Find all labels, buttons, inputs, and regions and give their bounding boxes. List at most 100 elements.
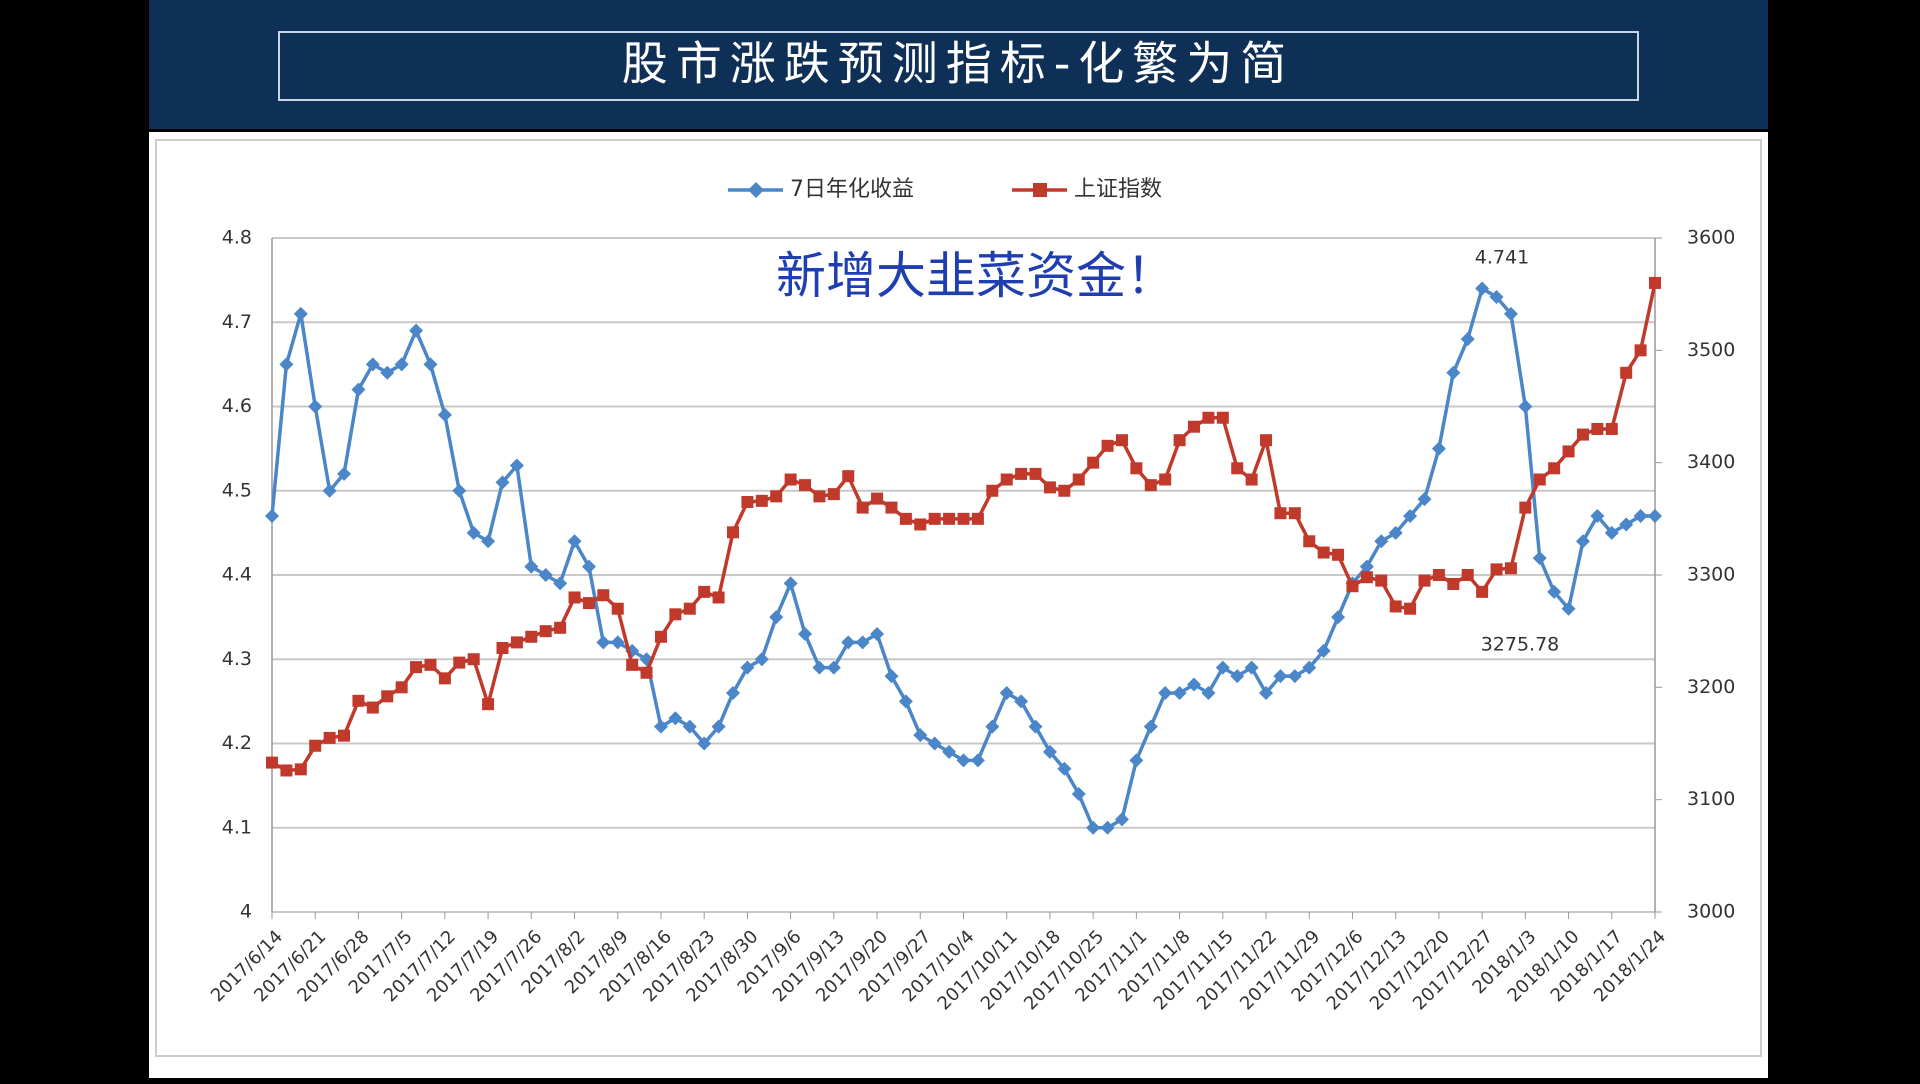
square-marker [323,731,336,744]
diamond-marker [1187,677,1201,692]
square-marker [842,470,855,483]
square-marker [1389,600,1402,613]
square-marker [1029,467,1042,480]
square-marker [1332,548,1345,561]
diamond-marker [380,365,395,380]
square-marker [626,658,639,671]
diamond-marker [337,466,352,481]
square-marker [1202,411,1215,424]
diamond-marker [1547,584,1562,599]
square-marker [669,608,682,621]
diamond-marker [466,525,481,540]
diamond-marker [711,719,726,734]
diamond-marker [1143,719,1158,734]
diamond-marker [1388,525,1403,540]
legend-marker [1033,183,1047,197]
y-tick-label: 4.1 [222,816,252,838]
square-marker [813,490,826,503]
chart-border [155,139,1762,1057]
diamond-marker [1114,812,1129,827]
square-marker [1144,479,1157,492]
diamond-marker [1489,289,1504,304]
y2-tick-label: 3200 [1687,676,1735,698]
diamond-marker [1403,509,1418,524]
square-marker [582,597,595,610]
diamond-marker [322,483,337,498]
diamond-marker [783,576,798,591]
square-marker [1418,574,1431,587]
y-tick-label: 4 [240,901,252,923]
square-marker [1101,439,1114,452]
diamond-marker [452,483,467,498]
square-marker [654,630,667,643]
diamond-marker [1259,685,1274,700]
diamond-marker [481,534,496,549]
square-marker [957,512,970,525]
square-marker [1476,585,1489,598]
square-marker [1576,428,1589,441]
square-marker [1000,473,1013,486]
diamond-marker [1273,669,1288,684]
square-marker [1216,411,1229,424]
square-marker [928,512,941,525]
title-box [278,31,1639,101]
diamond-marker [970,753,985,768]
square-marker [280,764,293,777]
square-marker [1260,434,1273,447]
square-marker [1375,574,1388,587]
square-marker [943,512,956,525]
square-marker [1303,535,1316,548]
square-marker [1490,563,1503,576]
square-marker [899,512,912,525]
square-marker [568,591,581,604]
diamond-marker [1201,685,1216,700]
diamond-marker [1071,787,1086,802]
square-marker [467,653,480,666]
legend-label: 7日年化收益 [790,177,914,202]
diamond-marker [1532,551,1547,566]
diamond-marker [437,407,452,422]
diamond-marker [1100,820,1115,835]
diamond-marker [365,357,380,372]
square-marker [1043,481,1056,494]
square-marker [1087,456,1100,469]
diamond-marker [1431,441,1446,456]
page-title: 股市涨跌预测指标-化繁为简 [622,37,1295,91]
y-tick-label: 4.4 [222,564,252,586]
square-marker [1562,445,1575,458]
square-marker [597,589,610,602]
square-marker [611,602,624,615]
square-marker [755,494,768,507]
diamond-marker [1619,517,1634,532]
diamond-marker [265,509,279,524]
square-marker [914,518,927,531]
annotation: 4.741 [1475,247,1529,269]
diamond-marker [841,635,856,650]
y-tick-label: 4.8 [222,227,252,249]
square-marker [683,602,696,615]
square-marker [496,642,509,655]
square-marker [1245,473,1258,486]
square-marker [410,661,423,674]
annotation: 新增大韭菜资金！ [776,247,1176,305]
square-marker [1548,462,1561,475]
square-marker [712,591,725,604]
square-marker [1130,462,1143,475]
square-marker [1649,276,1661,289]
square-marker [971,512,984,525]
square-marker [539,625,552,638]
diamond-marker [999,685,1014,700]
square-marker [1058,484,1071,497]
diamond-marker [596,635,611,650]
annotation: 3275.78 [1481,634,1560,656]
diamond-marker [1215,660,1230,675]
diamond-marker [826,660,841,675]
y2-tick-label: 3100 [1687,788,1735,810]
diamond-marker [279,357,294,372]
diamond-marker [1230,669,1245,684]
square-marker [1346,580,1359,593]
diamond-marker [653,719,668,734]
diamond-marker [985,719,1000,734]
diamond-marker [1575,534,1590,549]
diamond-marker [1129,753,1144,768]
